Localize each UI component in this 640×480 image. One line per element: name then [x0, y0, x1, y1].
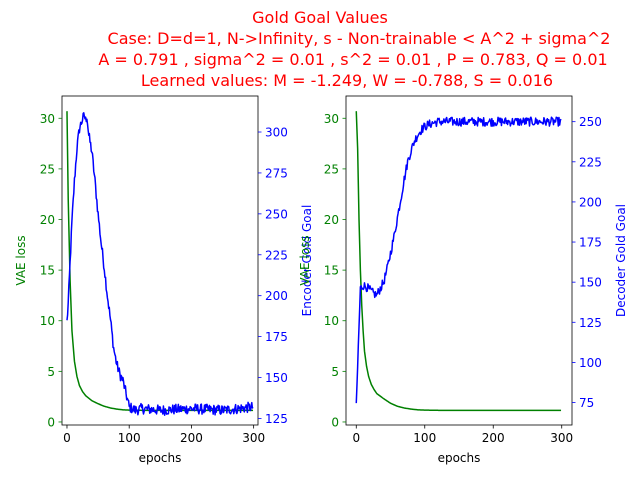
x-axis-label: epochs — [438, 451, 481, 465]
y-right-tick-label: 75 — [579, 396, 594, 410]
y-right-tick-label: 100 — [579, 356, 602, 370]
x-tick-label: 300 — [242, 431, 265, 445]
chart-title-line-3: A = 0.791 , sigma^2 = 0.01 , s^2 = 0.01 … — [98, 50, 608, 69]
y-right-tick-label: 225 — [265, 248, 288, 262]
y-left-tick-label: 0 — [331, 415, 339, 429]
chart-title-line-1: Gold Goal Values — [252, 8, 388, 27]
y-right-tick-label: 275 — [265, 166, 288, 180]
y-right-tick-label: 125 — [265, 412, 288, 426]
chart-title-line-4: Learned values: M = -1.249, W = -0.788, … — [140, 71, 554, 90]
y-right-tick-label: 150 — [265, 371, 288, 385]
y-right-tick-label: 175 — [265, 330, 288, 344]
gold-goal-line-1 — [66, 112, 254, 416]
plot-frame — [61, 95, 259, 426]
x-tick-label: 300 — [550, 431, 573, 445]
x-tick-label: 100 — [413, 431, 436, 445]
y-right-tick-label: 150 — [579, 276, 602, 290]
vae-loss-line-1 — [66, 111, 254, 412]
plot-frame — [345, 95, 573, 426]
y-right-tick-label: 175 — [579, 236, 602, 250]
y-left-tick-label: 5 — [47, 365, 55, 379]
x-tick-label: 200 — [180, 431, 203, 445]
y-right-axis-label: Encoder Gold Goal — [300, 205, 314, 317]
y-right-axis-label: Decoder Gold Goal — [614, 204, 628, 317]
y-left-tick-label: 10 — [40, 314, 55, 328]
subplot-2: 0 100 200 300 0 5 10 15 20 25 30 75 100 125 150 175 200 2… — [298, 95, 628, 465]
y-left-tick-label: 30 — [40, 112, 55, 126]
subplot-1: 0 100 200 300 0 5 10 15 20 25 30 125 150 175 200 225 250… — [14, 95, 314, 465]
y-right-tick-label: 200 — [265, 289, 288, 303]
y-left-tick-label: 25 — [40, 162, 55, 176]
vae-loss-line-2 — [355, 111, 562, 412]
chart-title-line-2: Case: D=d=1, N->Infinity, s - Non-traina… — [107, 29, 611, 48]
y-left-tick-label: 0 — [47, 415, 55, 429]
y-left-tick-label: 10 — [324, 314, 339, 328]
y-left-tick-label: 5 — [331, 365, 339, 379]
y-left-tick-label: 30 — [324, 112, 339, 126]
y-left-axis-label: VAE loss — [298, 235, 312, 285]
y-left-tick-label: 25 — [324, 162, 339, 176]
x-tick-label: 200 — [482, 431, 505, 445]
y-left-tick-label: 15 — [324, 264, 339, 278]
y-right-tick-label: 200 — [579, 195, 602, 209]
y-left-tick-label: 15 — [40, 264, 55, 278]
y-left-tick-label: 20 — [40, 213, 55, 227]
y-right-tick-label: 300 — [265, 126, 288, 140]
y-right-tick-label: 125 — [579, 316, 602, 330]
y-left-axis-label: VAE loss — [14, 235, 28, 285]
y-left-tick-label: 20 — [324, 213, 339, 227]
x-tick-label: 0 — [63, 431, 71, 445]
x-tick-label: 0 — [352, 431, 360, 445]
gold-goal-line-2 — [355, 116, 562, 404]
x-axis-label: epochs — [139, 451, 182, 465]
x-tick-label: 100 — [118, 431, 141, 445]
y-right-tick-label: 225 — [579, 155, 602, 169]
y-right-tick-label: 250 — [579, 115, 602, 129]
y-right-tick-label: 250 — [265, 207, 288, 221]
